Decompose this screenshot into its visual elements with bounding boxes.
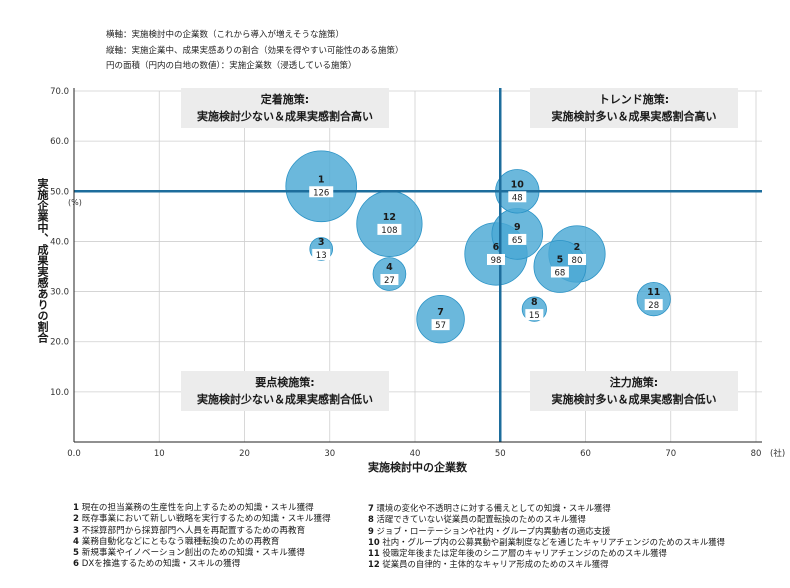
quadrant-top-right-subtitle: 実施検討多い＆成果実感割合高い xyxy=(551,110,717,123)
x-tick-label: 10 xyxy=(154,449,165,459)
bubble-value-label: 13 xyxy=(316,251,327,261)
bubble-value-label: 15 xyxy=(529,311,540,321)
bubble-id-label: 7 xyxy=(437,307,444,318)
quadrant-bottom-right: 注力施策: 実施検討多い＆成果実感割合低い xyxy=(530,371,738,411)
bubble-id-label: 5 xyxy=(557,255,564,266)
bubble-value-box xyxy=(525,309,544,321)
x-tick-label: 0.0 xyxy=(67,449,81,459)
legend-item: 10 社内・グループ内の公募異動や副業制度などを通じたキャリアチェンジのためのス… xyxy=(368,536,726,547)
y-tick-label: 30.0 xyxy=(50,288,69,298)
y-tick-label: 20.0 xyxy=(50,338,69,348)
y-axis-title: 実施企業中、成果実感ありの割合 xyxy=(36,178,49,343)
bubble-id-label: 1 xyxy=(318,174,325,185)
x-axis-title: 実施検討中の企業数 xyxy=(368,461,467,474)
bubble-value-box xyxy=(431,319,450,331)
quadrant-top-left-title: 定着施策: xyxy=(260,93,310,106)
note-x-axis: 横軸：実施検討中の企業数（これから導入が増えそうな施策） xyxy=(106,30,345,40)
quadrant-bottom-right-subtitle: 実施検討多い＆成果実感割合低い xyxy=(551,393,717,406)
bubble-id-label: 3 xyxy=(318,237,325,248)
y-tick-label: 50.0 xyxy=(50,187,69,197)
legend-left-column: 1 現在の担当業務の生産性を向上するための知識・スキル獲得 2 既存事業において… xyxy=(73,503,331,571)
quadrant-top-right: トレンド施策: 実施検討多い＆成果実感割合高い xyxy=(530,88,738,128)
legend-item: 6 DXを推進するための知識・スキルの獲得 xyxy=(73,559,241,570)
bubble-id-label: 12 xyxy=(383,212,396,223)
legend-right-column: 7 環境の変化や不透明さに対する備えとしての知識・スキル獲得 8 活躍できていな… xyxy=(368,503,725,571)
legend-item: 2 既存事業において新しい戦略を実行するための知識・スキル獲得 xyxy=(73,514,331,525)
chart-notes: 横軸：実施検討中の企業数（これから導入が増えそうな施策） 縦軸：実施企業中、成果… xyxy=(106,28,404,75)
bubble-value-box xyxy=(550,266,569,278)
quadrant-top-left-subtitle: 実施検討少ない＆成果実感割合高い xyxy=(197,110,373,123)
x-tick-label: 30 xyxy=(324,449,335,459)
bubble-value-label: 65 xyxy=(512,236,523,246)
x-tick-label: 50 xyxy=(495,449,506,459)
y-tick-label: 40.0 xyxy=(50,237,69,247)
legend-item: 4 業務自動化などにともなう職種転換のための再教育 xyxy=(73,536,280,547)
bubble-value-label: 28 xyxy=(648,301,659,311)
x-tick-label: 20 xyxy=(239,449,250,459)
legend-item: 12 従業員の自律的・主体的なキャリア形成のためのスキル獲得 xyxy=(368,559,609,570)
bubble-labels-layer: 1 126 2 80 3 13 4 27 5 68 6 98 7 57 8 15 9 65 10 48 11 28 12 10… xyxy=(309,174,663,331)
bubble-value-label: 27 xyxy=(384,276,395,286)
bubble-value-label: 80 xyxy=(572,256,583,266)
legend-item: 7 環境の変化や不透明さに対する備えとしての知識・スキル獲得 xyxy=(368,503,611,513)
bubble-value-box xyxy=(380,274,399,286)
quadrant-bottom-left-subtitle: 実施検討少ない＆成果実感割合低い xyxy=(197,393,373,406)
bubble-value-label: 48 xyxy=(512,193,523,203)
legend-item: 3 不採算部門から採算部門へ人員を再配置するための再教育 xyxy=(73,525,306,536)
bubble-id-label: 4 xyxy=(386,262,393,273)
crosshair-layer xyxy=(74,88,762,442)
bubble-id-label: 10 xyxy=(511,179,525,190)
bubble-value-label: 126 xyxy=(313,188,329,198)
y-tick-label: 10.0 xyxy=(50,388,69,398)
bubble-value-label: 57 xyxy=(435,321,446,331)
bubble-chart: 0.0 10 20 30 40 50 60 70 80 (社) 10.0 20.0 30.0 40.0 50… xyxy=(50,87,785,459)
x-tick-label: 60 xyxy=(580,449,591,459)
quadrant-bottom-left-title: 要点検施策: xyxy=(255,376,315,389)
x-axis-unit: (社) xyxy=(770,448,785,459)
bubble-value-box xyxy=(377,223,402,235)
bubbles-layer xyxy=(285,150,671,344)
x-tick-label: 80 xyxy=(751,449,762,459)
bubble-id-label: 2 xyxy=(574,242,581,253)
note-bubble-size: 円の面積（円内の白地の数値）：実施企業数（浸透している施策） xyxy=(106,61,357,71)
legend-item: 8 活躍できていない従業員の配置転換のためのスキル獲得 xyxy=(368,514,586,525)
legend-item: 1 現在の担当業務の生産性を向上するための知識・スキル獲得 xyxy=(73,503,314,513)
bubble-value-box xyxy=(486,253,505,265)
bubble-value-box xyxy=(508,191,527,203)
bubble-value-box xyxy=(312,248,331,260)
bubble-value-label: 108 xyxy=(381,226,397,236)
x-tick-label: 70 xyxy=(665,449,676,459)
bubble-value-box xyxy=(567,253,586,265)
quadrant-bottom-right-title: 注力施策: xyxy=(609,376,659,389)
legend-item: 11 役職定年後または定年後のシニア層のキャリアチェンジのためのスキル獲得 xyxy=(368,548,667,559)
legend-item: 5 新規事業やイノベーション創出のための知識・スキル獲得 xyxy=(73,548,305,559)
y-axis-unit: (%) xyxy=(68,198,82,207)
quadrant-top-right-title: トレンド施策: xyxy=(598,93,670,106)
legend-item: 9 ジョブ・ローテーションや社内・グループ内異動者の適応支援 xyxy=(368,525,611,536)
bubble-id-label: 8 xyxy=(531,297,538,308)
bubble-id-label: 6 xyxy=(493,242,500,253)
bubble-value-box xyxy=(644,299,663,311)
x-tick-label: 40 xyxy=(410,449,421,459)
bubble-value-label: 68 xyxy=(555,269,566,279)
bubble-id-label: 11 xyxy=(647,287,660,298)
bubble-value-box xyxy=(309,186,334,198)
y-tick-label: 70.0 xyxy=(50,87,69,97)
y-tick-label: 60.0 xyxy=(50,137,69,147)
axes-layer: 0.0 10 20 30 40 50 60 70 80 (社) 10.0 20.0 30.0 40.0 50… xyxy=(50,87,785,459)
note-y-axis: 縦軸：実施企業中、成果実感ありの割合（効果を得やすい可能性のある施策） xyxy=(106,45,404,56)
bubble-id-label: 9 xyxy=(514,222,521,233)
bubble-value-box xyxy=(508,233,527,245)
quadrant-bottom-left: 要点検施策: 実施検討少ない＆成果実感割合低い xyxy=(181,371,389,411)
quadrant-top-left: 定着施策: 実施検討少ない＆成果実感割合高い xyxy=(181,88,389,128)
bubble-value-label: 98 xyxy=(491,256,502,266)
